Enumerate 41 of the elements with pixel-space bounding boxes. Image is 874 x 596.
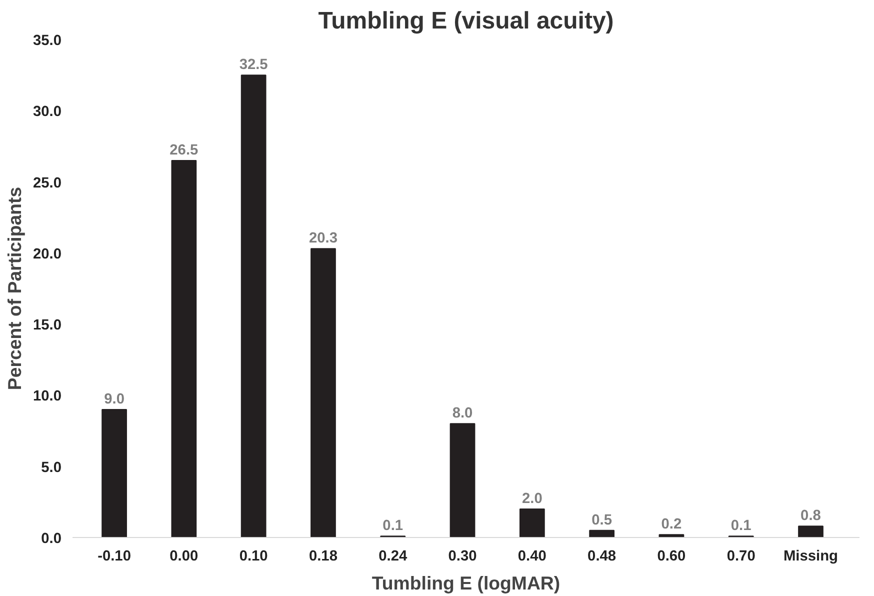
data-label: 2.0 <box>522 491 542 508</box>
bar <box>102 408 127 538</box>
data-label: 32.5 <box>239 57 268 74</box>
x-tick-label: 0.48 <box>588 548 616 564</box>
bar <box>310 248 336 538</box>
data-label: 0.1 <box>382 518 404 534</box>
data-label: 9.0 <box>104 391 124 408</box>
x-tick-label: 0.30 <box>448 548 477 564</box>
bar <box>450 423 476 538</box>
data-label: 0.2 <box>661 516 682 533</box>
bar <box>798 526 824 538</box>
bar <box>240 74 266 538</box>
x-tick-label: 0.10 <box>239 548 268 564</box>
y-tick-label: 25.0 <box>32 175 62 192</box>
data-label: 0.1 <box>730 518 752 534</box>
x-tick-label: 0.70 <box>726 548 756 564</box>
y-tick-label: 15.0 <box>32 318 62 334</box>
bar <box>171 160 197 538</box>
chart-title: Tumbling E (visual acuity) <box>318 8 614 34</box>
y-tick-label: 20.0 <box>32 246 62 262</box>
x-tick-label: 0.60 <box>657 548 686 564</box>
x-tick-label: 0.40 <box>518 548 546 564</box>
data-label: 20.3 <box>308 230 338 247</box>
bar <box>519 508 545 538</box>
y-tick-label: 10.0 <box>32 388 62 405</box>
bar <box>589 530 614 538</box>
x-tick-label: 0.18 <box>308 548 338 564</box>
x-tick-label: -0.10 <box>98 548 131 564</box>
data-label: 8.0 <box>452 406 473 422</box>
x-axis-title: Tumbling E (logMAR) <box>372 572 560 594</box>
y-axis-title: Percent of Participants <box>4 186 25 390</box>
x-tick-label: Missing <box>783 548 838 564</box>
y-tick-label: 30.0 <box>32 104 62 120</box>
y-tick-label: 35.0 <box>32 33 62 49</box>
y-tick-label: 0.0 <box>41 531 62 547</box>
data-label: 0.8 <box>800 508 821 524</box>
data-label: 26.5 <box>170 142 198 158</box>
x-tick-label: 0.00 <box>170 548 198 564</box>
data-label: 0.5 <box>592 512 612 528</box>
y-tick-label: 5.0 <box>41 460 62 476</box>
x-tick-label: 0.24 <box>378 548 408 564</box>
